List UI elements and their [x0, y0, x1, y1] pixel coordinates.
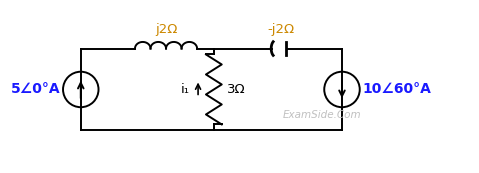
Text: 3Ω: 3Ω [227, 83, 245, 96]
Text: -j2Ω: -j2Ω [267, 23, 295, 36]
Text: j2Ω: j2Ω [155, 23, 177, 36]
Text: 5∠0°A: 5∠0°A [11, 83, 60, 97]
Text: 10∠60°A: 10∠60°A [363, 83, 432, 97]
Text: i₁: i₁ [181, 83, 190, 96]
Text: ExamSide.Com: ExamSide.Com [283, 110, 362, 120]
